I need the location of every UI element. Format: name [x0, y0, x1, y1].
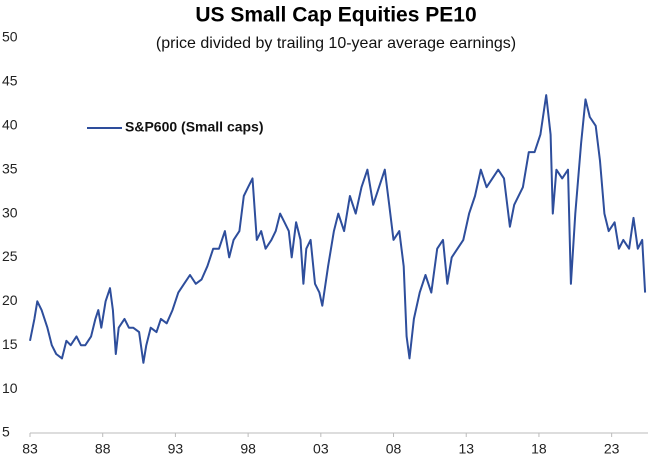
chart-title: US Small Cap Equities PE10: [195, 4, 476, 27]
y-tick-label: 40: [2, 116, 18, 132]
y-tick-label: 50: [2, 29, 18, 45]
x-tick-label: 88: [95, 441, 111, 457]
y-tick-label: 5: [2, 424, 10, 440]
x-tick-label: 18: [531, 441, 547, 457]
x-tick-label: 03: [313, 441, 329, 457]
x-tick-label: 13: [458, 441, 474, 457]
series-line: [29, 94, 647, 364]
y-tick-label: 10: [2, 380, 18, 396]
y-tick-label: 15: [2, 336, 18, 352]
y-tick-label: 35: [2, 160, 18, 176]
x-tick-label: 93: [168, 441, 184, 457]
x-tick-label: 98: [240, 441, 256, 457]
y-tick-label: 45: [2, 73, 18, 89]
x-tick-label: 23: [604, 441, 620, 457]
y-tick-label: 30: [2, 204, 18, 220]
x-tick-label: 83: [22, 441, 38, 457]
y-tick-label: 25: [2, 248, 18, 264]
legend-label: S&P600 (Small caps): [125, 119, 264, 135]
x-tick-label: 08: [386, 441, 402, 457]
y-tick-label: 20: [2, 292, 18, 308]
chart-subtitle: (price divided by trailing 10-year avera…: [156, 35, 516, 52]
